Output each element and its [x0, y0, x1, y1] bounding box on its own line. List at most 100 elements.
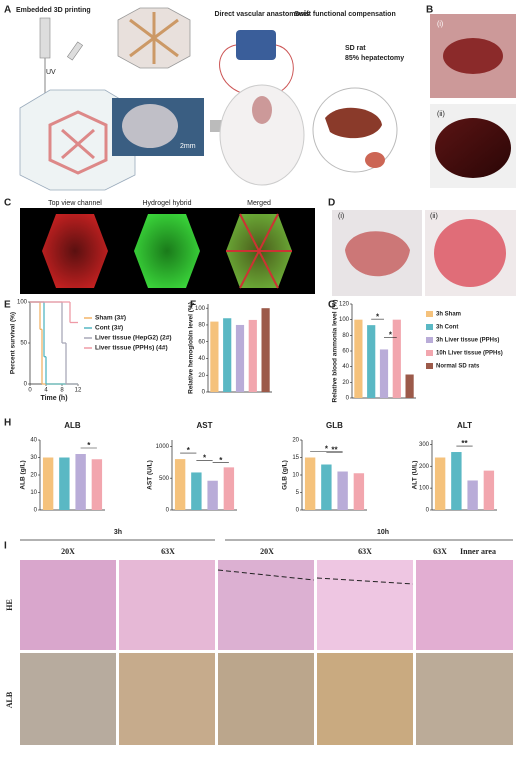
graft — [236, 30, 276, 60]
legend-swatch — [426, 324, 433, 330]
chart-title: GLB — [326, 421, 343, 430]
he-image — [20, 560, 116, 650]
panel-label: H — [4, 418, 11, 429]
panel-label: A — [4, 5, 11, 16]
y-tick-label: 60 — [342, 349, 349, 355]
column-label: 63X — [358, 547, 372, 556]
y-tick-label: 10 — [292, 473, 299, 479]
bath — [19, 89, 136, 191]
row-label: ALB — [5, 691, 14, 708]
time-label: 3h — [114, 529, 122, 536]
bar — [434, 457, 446, 510]
y-axis-label: ALB (g/L) — [20, 460, 27, 489]
bar — [223, 318, 232, 392]
legend-label: 3h Cont — [436, 325, 458, 331]
y-tick-label: 15 — [292, 455, 299, 461]
he-image — [317, 560, 413, 650]
panel-label: C — [4, 198, 11, 209]
panel-d: (i) (ii) — [332, 210, 516, 296]
y-tick-label: 20 — [30, 473, 37, 479]
legend-label: Liver tissue (PPHs) (4#) — [95, 345, 168, 352]
legend-swatch — [426, 311, 433, 317]
d-label: (ii) — [430, 213, 438, 220]
legend-label: Sham (3#) — [95, 315, 126, 322]
y-tick-label: 1000 — [156, 444, 170, 450]
y-tick-label: 0 — [346, 396, 350, 402]
hex-green — [134, 214, 200, 288]
he-image — [218, 560, 314, 650]
legend-label: Cont (3#) — [95, 325, 123, 332]
alb-image — [218, 653, 314, 745]
y-axis-label: AST (U/L) — [147, 460, 154, 490]
he-image — [416, 560, 513, 650]
bar — [174, 459, 186, 510]
column-label: 63X — [161, 547, 175, 556]
panel-label: E — [4, 300, 11, 311]
y-tick-label: 0 — [34, 508, 38, 514]
d-label: (i) — [338, 213, 344, 220]
sig-label: * — [187, 446, 191, 455]
y-tick-label: 50 — [20, 341, 27, 347]
bar — [223, 467, 235, 510]
uv-lamp — [66, 41, 84, 61]
y-tick-label: 20 — [342, 380, 349, 386]
x-tick-label: 4 — [44, 388, 48, 394]
y-tick-label: 0 — [426, 508, 430, 514]
y-tick-label: 100 — [17, 300, 28, 306]
panel-label: D — [328, 198, 335, 209]
sig-label: * — [203, 454, 207, 463]
sig-label: * — [325, 445, 329, 454]
y-tick-label: 0 — [202, 390, 206, 396]
bar — [304, 457, 316, 510]
time-label: 10h — [377, 529, 389, 536]
bar — [207, 480, 218, 510]
merged-channels — [226, 213, 292, 289]
he-image — [119, 560, 215, 650]
panel-label: F — [190, 300, 196, 311]
y-tick-label: 500 — [159, 476, 170, 482]
hex-red — [42, 214, 108, 288]
resected-lobe — [365, 152, 385, 168]
a-anastomosis: Direct vascular anastomosis — [215, 11, 310, 18]
he-row — [20, 560, 513, 650]
bar — [405, 374, 414, 398]
bar — [75, 454, 86, 510]
bar — [451, 452, 462, 510]
chart-title: ALT — [457, 421, 472, 430]
bar — [261, 308, 270, 392]
bar — [379, 349, 389, 398]
y-tick-label: 30 — [30, 455, 37, 461]
panel-label: G — [328, 300, 336, 311]
y-tick-label: 0 — [24, 382, 28, 388]
y-tick-label: 0 — [166, 508, 170, 514]
y-tick-label: 100 — [195, 306, 206, 312]
construct — [122, 104, 178, 148]
x-tick-label: 0 — [28, 388, 32, 394]
a-rat: SD rat — [345, 45, 366, 52]
alb-image — [20, 653, 116, 745]
scale-label: 2mm — [180, 143, 196, 150]
alb-image — [317, 653, 413, 745]
rat — [219, 84, 305, 186]
bar — [191, 472, 202, 510]
alb-row — [20, 653, 513, 745]
alb-image — [416, 653, 513, 745]
border-line — [217, 569, 414, 585]
legend-label: 3h Sham — [436, 312, 461, 318]
sig-label: ** — [331, 446, 338, 455]
column-label: 20X — [61, 547, 75, 556]
printed-channels — [48, 110, 108, 175]
syringe — [39, 17, 51, 59]
panel-c: Top view channel Hydrogel hybrid Merged — [20, 200, 315, 294]
y-axis-label: ALT (U/L) — [412, 461, 419, 490]
panel-i: 3h 10h 20X 63X 20X 63X 63X Inner area HE… — [5, 529, 513, 745]
alb-image — [119, 653, 215, 745]
y-tick-label: 200 — [419, 464, 430, 470]
y-tick-label: 5 — [296, 490, 300, 496]
sig-label: * — [87, 441, 91, 450]
design-channels — [129, 12, 179, 64]
y-axis-label: Relative hemoglobin level (%) — [188, 302, 195, 394]
column-label: 63X — [433, 547, 447, 556]
surgery — [443, 38, 503, 74]
chart-title: ALB — [64, 421, 81, 430]
